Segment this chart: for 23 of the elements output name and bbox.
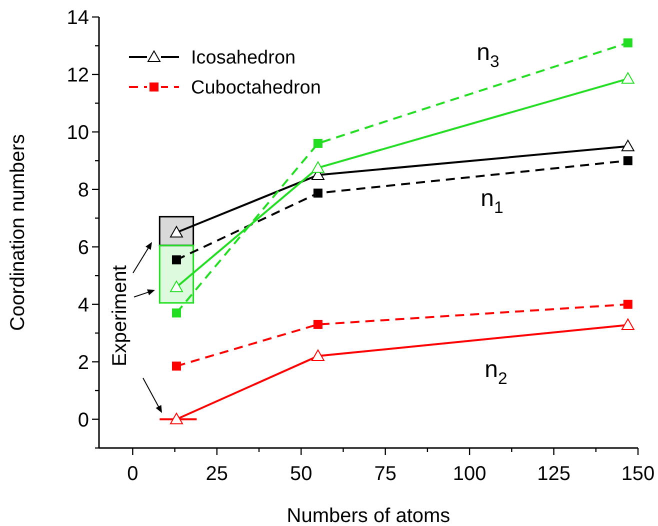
annotation: n$_{3}$ [476, 39, 500, 71]
y-tick-label: 8 [78, 179, 89, 202]
x-tick-label: 75 [374, 463, 396, 485]
x-tick-label: 125 [537, 463, 570, 485]
annotation: Experiment [109, 264, 131, 366]
y-tick-label: 0 [78, 409, 89, 432]
legend-label: Icosahedron [191, 48, 296, 69]
y-tick-label: 10 [66, 122, 89, 144]
y-axis-title: Coordination numbers [7, 134, 29, 331]
legend-label: Cuboctahedron [191, 78, 321, 99]
x-tick-label: 100 [452, 463, 486, 485]
x-axis-title: Numbers of atoms [286, 505, 450, 526]
annotation: n$_{1}$ [480, 185, 504, 217]
y-tick-label: 12 [66, 64, 89, 86]
x-tick-label: 25 [206, 463, 228, 485]
y-tick-label: 4 [78, 294, 89, 316]
y-tick-label: 14 [66, 7, 89, 29]
y-tick-label: 6 [78, 236, 89, 259]
x-tick-label: 50 [290, 463, 312, 485]
annotation: n$_{2}$ [484, 356, 508, 388]
x-tick-label: 150 [621, 463, 655, 485]
x-tick-label: 0 [127, 463, 138, 485]
y-tick-label: 2 [78, 352, 89, 374]
